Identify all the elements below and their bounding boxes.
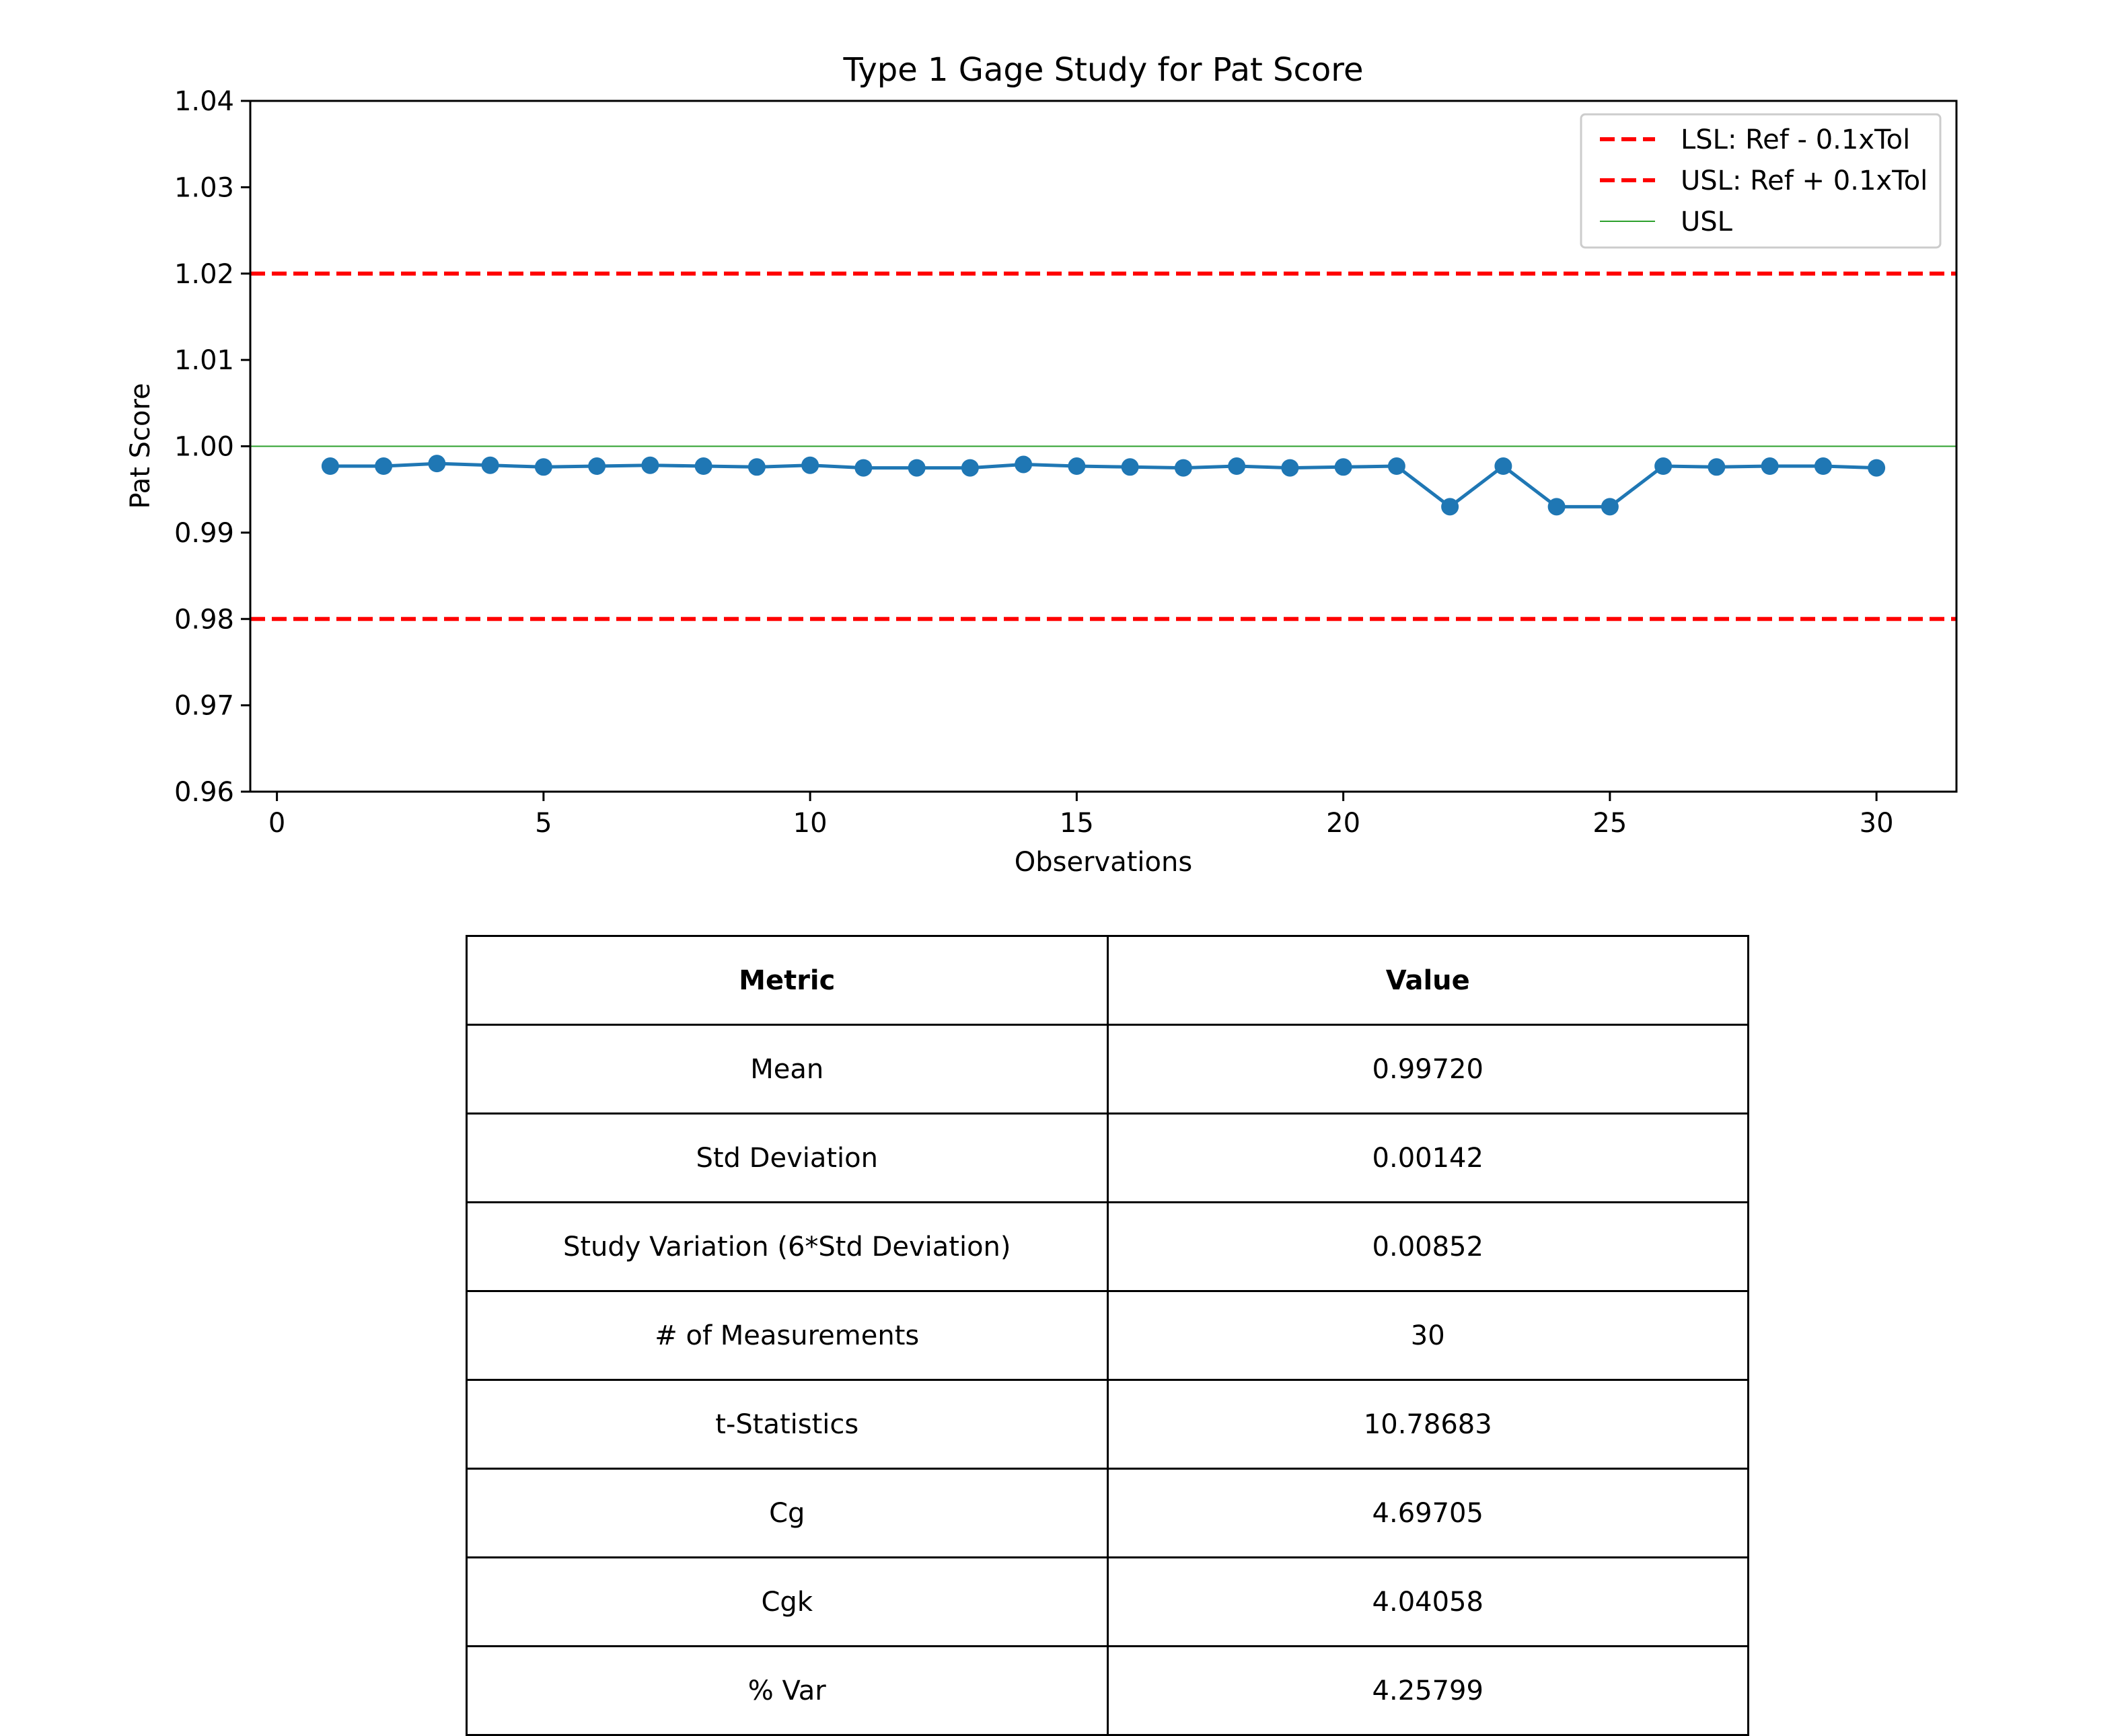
table-row: Cgk 4.04058: [466, 1556, 1749, 1647]
legend-label: LSL: Ref - 0.1xTol: [1681, 124, 1910, 155]
metric-cell: Std Deviation: [466, 1112, 1109, 1203]
data-point: [801, 456, 819, 474]
table-row: Cg 4.69705: [466, 1468, 1749, 1558]
y-tick-label: 1.04: [174, 86, 234, 117]
data-point: [428, 455, 446, 473]
data-point: [1601, 498, 1619, 516]
y-tick-label: 0.96: [174, 777, 234, 808]
data-point: [1814, 457, 1832, 476]
y-tick-label: 1.02: [174, 259, 234, 290]
legend-label: USL: [1681, 206, 1733, 237]
x-tick-label: 0: [268, 808, 285, 839]
legend-box: [1580, 113, 1942, 249]
y-axis-label: Pat Score: [125, 383, 156, 508]
data-point: [1868, 459, 1886, 477]
legend: LSL: Ref - 0.1xTol USL: Ref + 0.1xTol USL: [1580, 113, 1942, 249]
data-point: [1387, 457, 1405, 476]
table-row: Std Deviation 0.00142: [466, 1112, 1749, 1203]
x-axis-label: Observations: [1015, 847, 1192, 878]
data-point: [908, 459, 926, 477]
data-point: [854, 459, 873, 477]
data-point: [1654, 457, 1673, 476]
data-point: [1174, 459, 1192, 477]
data-point: [1441, 498, 1459, 516]
legend-label: USL: Ref + 0.1xTol: [1681, 165, 1928, 196]
data-point: [1547, 498, 1566, 516]
metric-cell: Mean: [466, 1024, 1109, 1115]
gage-study-chart: Type 1 Gage Study for Pat Score 0 5 10 15 20…: [125, 51, 1958, 878]
data-point: [588, 457, 606, 476]
data-point: [481, 456, 499, 474]
data-point: [1015, 455, 1033, 474]
data-point: [1281, 459, 1299, 477]
data-point: [1228, 457, 1246, 476]
data-point: [375, 457, 393, 476]
series-line: [330, 461, 1877, 508]
x-tick-label: 20: [1326, 808, 1360, 839]
value-cell: 0.00852: [1106, 1201, 1749, 1292]
data-point: [1121, 458, 1139, 476]
x-tick-label: 25: [1592, 808, 1627, 839]
table-row: t-Statistics 10.78683: [466, 1379, 1749, 1470]
y-tick-label: 0.99: [174, 518, 234, 549]
y-tick-label: 1.01: [174, 345, 234, 376]
data-series: [321, 455, 1886, 516]
table-row: Mean 0.99720: [466, 1024, 1749, 1115]
data-point: [1708, 458, 1726, 476]
data-point: [694, 457, 712, 476]
value-cell: 4.04058: [1106, 1556, 1749, 1647]
metric-cell: % Var: [466, 1645, 1109, 1736]
metrics-table: Metric Value Mean 0.99720 Std Deviation …: [466, 935, 1749, 1736]
value-cell: 4.25799: [1106, 1645, 1749, 1736]
x-tick-label: 5: [535, 808, 552, 839]
data-point: [1494, 457, 1512, 476]
value-cell: 0.99720: [1106, 1024, 1749, 1115]
y-tick-label: 0.98: [174, 604, 234, 635]
legend-entries: LSL: Ref - 0.1xTol USL: Ref + 0.1xTol USL: [1600, 124, 1928, 237]
value-cell: 30: [1106, 1290, 1749, 1381]
metric-cell: Study Variation (6*Std Deviation): [466, 1201, 1109, 1292]
y-tick-label: 0.97: [174, 691, 234, 722]
reference-lines: [250, 271, 1956, 621]
metric-cell: Cgk: [466, 1556, 1109, 1647]
value-cell: 0.00142: [1106, 1112, 1749, 1203]
x-tick-label: 15: [1060, 808, 1094, 839]
header-metric: Metric: [466, 935, 1109, 1026]
table-header-row: Metric Value: [466, 935, 1749, 1026]
header-value: Value: [1106, 935, 1749, 1026]
data-point: [1761, 457, 1779, 476]
x-axis-ticks: 0 5 10 15 20 25 30: [268, 792, 1894, 839]
value-cell: 4.69705: [1106, 1468, 1749, 1558]
data-point: [1334, 458, 1352, 476]
table-row: # of Measurements 30: [466, 1290, 1749, 1381]
table-row: Study Variation (6*Std Deviation) 0.0085…: [466, 1201, 1749, 1292]
value-cell: 10.78683: [1106, 1379, 1749, 1470]
y-tick-label: 1.00: [174, 432, 234, 463]
metric-cell: # of Measurements: [466, 1290, 1109, 1381]
chart-title: Type 1 Gage Study for Pat Score: [843, 51, 1364, 89]
metric-cell: t-Statistics: [466, 1379, 1109, 1470]
x-tick-label: 30: [1860, 808, 1894, 839]
metric-cell: Cg: [466, 1468, 1109, 1558]
data-point: [961, 459, 979, 477]
y-tick-label: 1.03: [174, 172, 234, 203]
data-point: [641, 456, 659, 474]
y-axis-ticks: 0.96 0.97 0.98 0.99 1.00 1.01 1.02 1.03 1.04: [174, 86, 250, 808]
data-point: [747, 458, 766, 476]
data-point: [1068, 457, 1086, 476]
table-row: % Var 4.25799: [466, 1645, 1749, 1736]
data-point: [321, 457, 339, 476]
x-tick-label: 10: [793, 808, 828, 839]
data-point: [534, 458, 552, 476]
